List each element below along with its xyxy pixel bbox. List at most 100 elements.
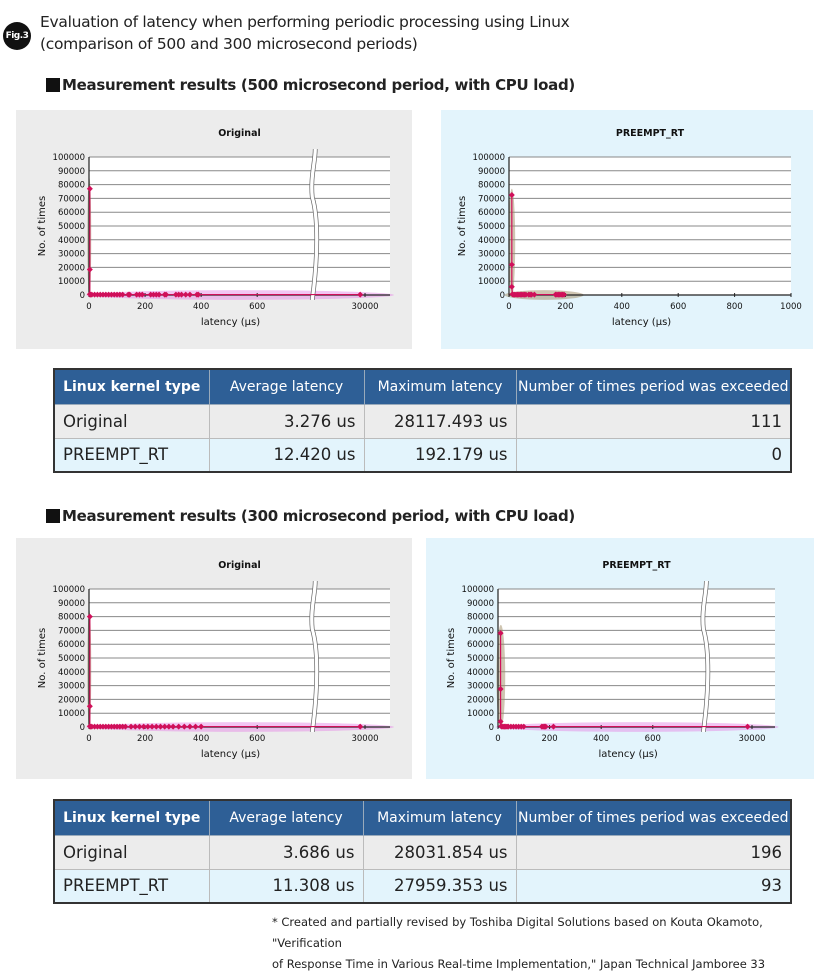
cell: 192.179 us [363, 437, 517, 473]
y-tick-label: 40000 [58, 668, 85, 678]
figure-title-line2: (comparison of 500 and 300 microsecond p… [40, 35, 418, 53]
square-bullet-icon [46, 509, 60, 523]
col-header: Linux kernel type [53, 799, 210, 836]
data-point [157, 723, 164, 730]
x-tick-label: 600 [249, 734, 265, 744]
x-tick-label: 600 [645, 734, 661, 744]
x-tick-label: 30000 [738, 734, 765, 744]
data-point [181, 723, 188, 730]
data-point [86, 703, 93, 710]
x-tick-label: 800 [726, 302, 742, 312]
data-point [497, 686, 504, 693]
cell: 12.420 us [208, 437, 365, 473]
y-tick-label: 20000 [58, 695, 85, 705]
footnote-line2: of Response Time in Various Real-time Im… [272, 957, 766, 971]
cell: 28031.854 us [362, 834, 517, 870]
chart-title: PREEMPT_RT [602, 560, 671, 571]
chart-original-500: 0 10000 20000 30000 40000 50000 60000 70000 8000… [37, 128, 394, 328]
axis-break-icon [309, 580, 316, 733]
col-header: Average latency [208, 799, 364, 836]
data-point [357, 723, 364, 730]
data-point [497, 718, 504, 725]
data-point [186, 291, 193, 298]
y-tick-label: 0 [80, 723, 85, 733]
y-tick-label: 40000 [467, 668, 494, 678]
data-point [550, 723, 557, 730]
data-point [122, 723, 129, 730]
cell: 3.686 us [208, 834, 364, 870]
x-tick-label: 200 [557, 302, 573, 312]
x-tick-label: 400 [193, 302, 209, 312]
data-point [136, 723, 143, 730]
data-point [170, 723, 177, 730]
table-row: PREEMPT_RT 12.420 us 192.179 us 0 [53, 437, 792, 473]
y-tick-label: 60000 [478, 208, 505, 218]
data-point [508, 283, 515, 290]
chart-panel-preempt-300: 0 10000 20000 30000 40000 50000 60000 70000 8000… [426, 538, 814, 779]
y-tick-label: 90000 [467, 599, 494, 609]
chart-title: PREEMPT_RT [616, 128, 685, 139]
y-tick-label: 0 [500, 291, 505, 301]
y-tick-label: 0 [489, 723, 494, 733]
data-point [531, 291, 538, 298]
axis-break-gap [700, 580, 710, 733]
data-point [126, 291, 133, 298]
table-row: Original 3.686 us 28031.854 us 196 [53, 834, 792, 870]
y-tick-label: 90000 [58, 599, 85, 609]
y-tick-label: 30000 [467, 682, 494, 692]
x-tick-label: 30000 [351, 302, 378, 312]
data-point [156, 291, 163, 298]
data-point [186, 723, 193, 730]
y-tick-label: 30000 [58, 682, 85, 692]
y-tick-label: 100000 [462, 585, 494, 595]
y-tick-label: 100000 [53, 585, 85, 595]
x-tick-label: 1000 [780, 302, 802, 312]
table-row: Original 3.276 us 28117.493 us 111 [53, 403, 792, 439]
y-axis-label: No. of times [37, 628, 48, 688]
y-tick-label: 30000 [58, 250, 85, 260]
y-axis-label: No. of times [457, 196, 468, 256]
table-header-row: Linux kernel type Average latency Maximu… [53, 799, 792, 836]
axis-break-icon [704, 580, 711, 733]
data-point [140, 723, 147, 730]
cell: Original [53, 403, 210, 439]
square-bullet-icon [46, 78, 60, 92]
y-tick-label: 50000 [467, 654, 494, 664]
y-tick-label: 10000 [467, 709, 494, 719]
cell: 196 [515, 834, 792, 870]
footnote: * Created and partially revised by Toshi… [272, 912, 812, 975]
y-tick-label: 80000 [58, 613, 85, 623]
x-tick-label: 400 [593, 734, 609, 744]
y-tick-label: 100000 [473, 153, 505, 163]
data-point [192, 723, 199, 730]
chart-panel-original-300: 0 10000 20000 30000 40000 50000 60000 70000 8000… [16, 538, 412, 779]
chart-panel-preempt-500: 0 10000 20000 30000 40000 50000 60000 70000 8000… [441, 110, 813, 349]
cell: 11.308 us [208, 868, 364, 904]
x-tick-label: 200 [137, 734, 153, 744]
x-tick-label: 600 [249, 302, 265, 312]
cell: 111 [515, 403, 792, 439]
axis-break-icon [309, 148, 316, 301]
cell: PREEMPT_RT [53, 868, 210, 904]
col-header: Number of times period was exceeded [515, 799, 792, 836]
y-tick-label: 40000 [58, 236, 85, 246]
y-tick-label: 80000 [58, 181, 85, 191]
data-point [132, 723, 139, 730]
data-point [508, 191, 515, 198]
section-heading-text: Measurement results (300 microsecond per… [62, 507, 575, 525]
section-heading-text: Measurement results (500 microsecond per… [62, 76, 575, 94]
y-tick-label: 20000 [467, 695, 494, 705]
col-header: Maximum latency [363, 368, 517, 405]
col-header: Maximum latency [362, 799, 517, 836]
x-tick-label: 400 [193, 734, 209, 744]
data-point [542, 723, 549, 730]
x-tick-label: 0 [86, 302, 91, 312]
data-point [175, 723, 182, 730]
data-point [744, 723, 751, 730]
x-axis-label: latency (µs) [201, 749, 260, 760]
y-tick-label: 70000 [58, 626, 85, 636]
table-row: PREEMPT_RT 11.308 us 27959.353 us 93 [53, 868, 792, 904]
y-tick-label: 90000 [478, 167, 505, 177]
data-point [163, 291, 170, 298]
x-tick-label: 0 [506, 302, 511, 312]
